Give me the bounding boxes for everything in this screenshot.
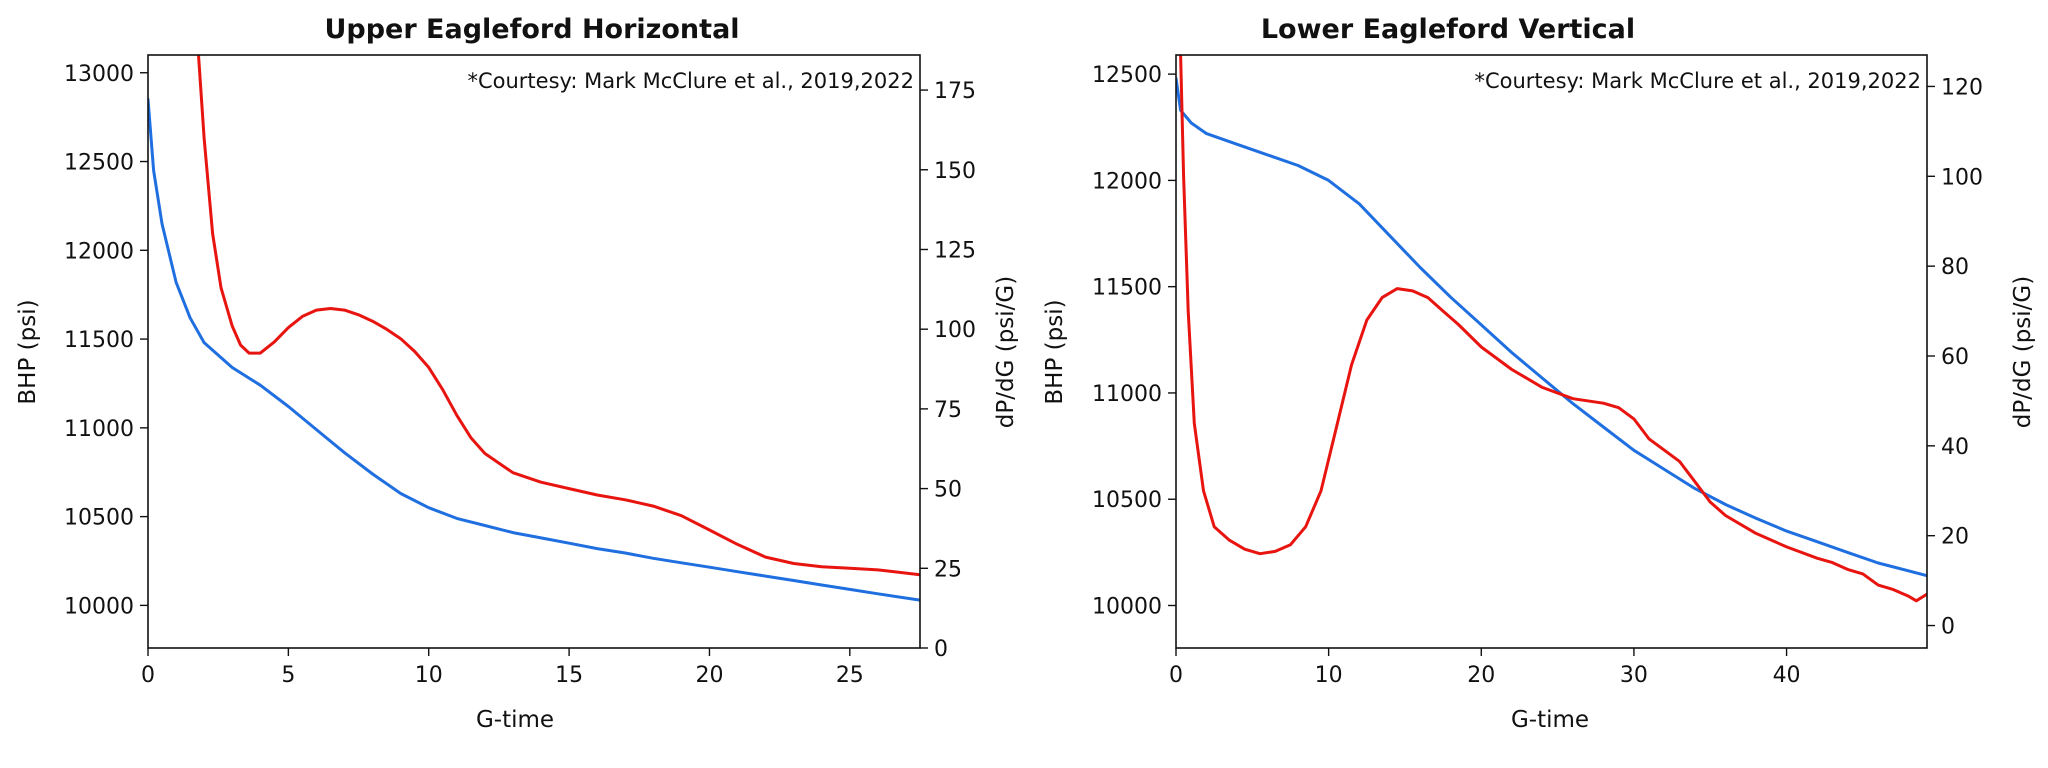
chart-upper-eagleford: Upper Eagleford Horizontal *Courtesy: Ma… — [15, 14, 1019, 733]
y-tick-label: 12000 — [64, 239, 134, 264]
chart-title: Upper Eagleford Horizontal — [324, 14, 739, 45]
y2-tick-label: 40 — [1941, 435, 1969, 460]
y-tick-label: 11000 — [1092, 382, 1162, 407]
y2-tick-label: 80 — [1941, 255, 1969, 280]
courtesy-note: *Courtesy: Mark McClure et al., 2019,202… — [1474, 69, 1921, 93]
bhp-series-line — [1176, 76, 1927, 578]
x-tick-label: 10 — [1315, 663, 1343, 688]
x-tick-label: 10 — [415, 663, 443, 688]
courtesy-note: *Courtesy: Mark McClure et al., 2019,202… — [467, 69, 914, 93]
y2-axis-label: dP/dG (psi/G) — [2010, 276, 2036, 428]
y2-tick-label: 120 — [1941, 75, 1983, 100]
y2-tick-label: 75 — [934, 398, 962, 423]
x-tick-label: 15 — [555, 663, 583, 688]
x-tick-label: 30 — [1620, 663, 1648, 688]
x-tick-label: 20 — [1467, 663, 1495, 688]
y2-axis-label: dP/dG (psi/G) — [993, 276, 1019, 428]
x-axis-label: G-time — [476, 707, 554, 733]
plot-frame — [1175, 54, 1928, 649]
y2-tick-label: 100 — [934, 318, 976, 343]
y-tick-label: 12000 — [1092, 169, 1162, 194]
x-tick-label: 25 — [836, 663, 864, 688]
plot-area: 0 5 10 15 20 25 10000 10500 11000 11500 12000 12500… — [64, 54, 976, 688]
y-tick-label: 12500 — [1092, 63, 1162, 88]
y-axis-label: BHP (psi) — [15, 299, 41, 404]
y-tick-label: 10000 — [1092, 594, 1162, 619]
y-tick-label: 10500 — [64, 506, 134, 531]
x-tick-label: 0 — [1169, 663, 1183, 688]
x-tick-label: 5 — [281, 663, 295, 688]
y2-tick-label: 0 — [934, 637, 948, 662]
y2-tick-label: 50 — [934, 478, 962, 503]
x-tick-label: 0 — [141, 663, 155, 688]
y-tick-label: 11000 — [64, 417, 134, 442]
y-tick-label: 13000 — [64, 62, 134, 87]
bhp-series-line — [148, 97, 920, 602]
y2-tick-label: 20 — [1941, 525, 1969, 550]
y2-tick-label: 125 — [934, 238, 976, 263]
x-axis-label: G-time — [1511, 707, 1589, 733]
y-tick-label: 10000 — [64, 594, 134, 619]
x-tick-label: 20 — [695, 663, 723, 688]
plot-area: 0 10 20 30 40 10000 10500 11000 11500 12000 12500 0… — [1092, 54, 1983, 688]
y-tick-label: 11500 — [64, 328, 134, 353]
y-tick-label: 11500 — [1092, 276, 1162, 301]
dpdg-series-line — [1179, 55, 1927, 603]
y2-tick-label: 25 — [934, 557, 962, 582]
y-tick-label: 10500 — [1092, 488, 1162, 513]
chart-lower-eagleford: Lower Eagleford Vertical *Courtesy: Mark… — [1042, 14, 2036, 733]
y2-tick-label: 175 — [934, 79, 976, 104]
y-axis-label: BHP (psi) — [1042, 299, 1068, 404]
plot-frame — [147, 54, 921, 649]
y2-tick-label: 0 — [1941, 615, 1955, 640]
y2-tick-label: 60 — [1941, 345, 1969, 370]
y-tick-label: 12500 — [64, 151, 134, 176]
x-tick-label: 40 — [1773, 663, 1801, 688]
dpdg-series-line — [197, 55, 920, 577]
y2-tick-label: 100 — [1941, 165, 1983, 190]
y2-tick-label: 150 — [934, 159, 976, 184]
chart-title: Lower Eagleford Vertical — [1261, 14, 1635, 45]
